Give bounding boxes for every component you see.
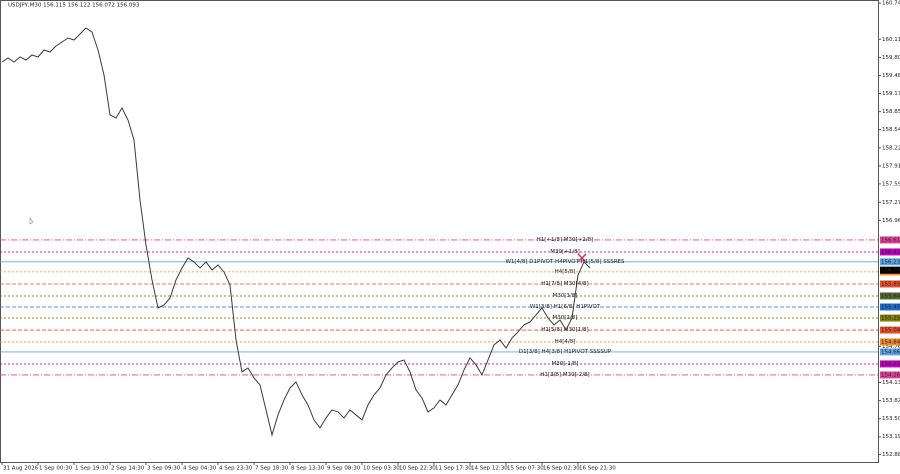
y-tick-label: 158.540 bbox=[882, 127, 900, 133]
price-tag-label: 155.258 bbox=[881, 316, 900, 322]
price-tag-label: 154.459 bbox=[881, 361, 900, 367]
level-label: W1[4/8] D1PIVOT H4PIVOT H1[5/8] SSSRES bbox=[505, 259, 625, 265]
cursor bbox=[29, 217, 34, 225]
level-label: M30[3/8] bbox=[553, 293, 578, 299]
price-tag bbox=[880, 338, 900, 346]
price-tag bbox=[880, 326, 900, 334]
y-tick-label: 156.960 bbox=[882, 218, 900, 224]
price-line bbox=[1, 27, 591, 437]
level-label: H1[3/8] M30[-2/8] bbox=[540, 372, 589, 378]
x-tick-label: 16 Sep 02:30 bbox=[543, 466, 580, 472]
y-tick-label: 157.275 bbox=[882, 200, 900, 206]
y-tick-label: 159.170 bbox=[882, 91, 900, 97]
price-tag bbox=[880, 258, 900, 266]
price-tag bbox=[880, 248, 900, 256]
chart-title: USDJPY,M30 156.115 156.122 156.072 156.0… bbox=[8, 3, 140, 9]
level-label: D1[3/8] H4[3/8] H1PIVOT SSSSUP bbox=[519, 349, 612, 355]
x-tick-label: 1 Sep 00:30 bbox=[39, 466, 73, 472]
price-tag-label: 155.451 bbox=[881, 304, 900, 310]
last-price-label: 156.093 bbox=[881, 268, 900, 274]
price-tag bbox=[880, 303, 900, 311]
x-tick-label: 2 Sep 14:30 bbox=[111, 466, 145, 472]
level-label: H1[7/8] M30[4/8] bbox=[541, 281, 588, 287]
level-label: M30[+1/8] bbox=[550, 249, 580, 255]
x-tick-label: 31 Aug 2026 bbox=[3, 466, 39, 472]
y-tick-label: 152.880 bbox=[882, 452, 900, 458]
price-tag bbox=[880, 360, 900, 368]
x-tick-label: 7 Sep 18:30 bbox=[255, 466, 289, 472]
y-tick-label: 160.115 bbox=[882, 37, 900, 43]
price-tag-label: 154.267 bbox=[881, 372, 900, 378]
level-label: H1[+1/8] M30[+2/8] bbox=[537, 237, 594, 243]
price-tag bbox=[880, 236, 900, 244]
price-tag-label: 155.049 bbox=[881, 328, 900, 334]
x-tick-label: 4 Sep 23:30 bbox=[219, 466, 253, 472]
y-tick-label: 159.800 bbox=[882, 55, 900, 61]
y-tick-label: 157.910 bbox=[882, 163, 900, 169]
level-label: H4[5/8] bbox=[555, 269, 576, 275]
y-tick-label: 158.225 bbox=[882, 145, 900, 151]
x-tick-label: 8 Sep 13:30 bbox=[291, 466, 325, 472]
level-label: M30[2/8] bbox=[553, 315, 578, 321]
x-tick-label: 3 Sep 09:30 bbox=[147, 466, 181, 472]
price-tag bbox=[880, 314, 900, 322]
x-tick-label: 15 Sep 07:30 bbox=[507, 466, 544, 472]
y-tick-label: 154.135 bbox=[882, 380, 900, 386]
x-tick-label: 10 Sep 03:30 bbox=[363, 466, 400, 472]
price-tag bbox=[880, 280, 900, 288]
price-tag-label: 154.842 bbox=[881, 339, 900, 345]
y-tick-label: 154.765 bbox=[882, 344, 900, 350]
plot-frame bbox=[0, 0, 879, 463]
x-tick-label: 1 Sep 19:30 bbox=[75, 466, 109, 472]
level-label: H1[5/8] M30[1/8] bbox=[541, 327, 588, 333]
y-tick-label: 153.505 bbox=[882, 416, 900, 422]
y-tick-label: 153.190 bbox=[882, 434, 900, 440]
y-tick-label: 159.485 bbox=[882, 73, 900, 79]
y-tick-label: 158.855 bbox=[882, 109, 900, 115]
x-tick-label: 9 Sep 08:30 bbox=[327, 466, 361, 472]
close-marker bbox=[577, 253, 587, 263]
price-tag bbox=[880, 292, 900, 300]
price-tag-label: 155.643 bbox=[881, 293, 900, 299]
x-tick-label: 10 Sep 22:30 bbox=[399, 466, 436, 472]
price-tag bbox=[880, 371, 900, 379]
level-label: M30[-1/8] bbox=[552, 361, 579, 367]
y-tick-label: 153.820 bbox=[882, 398, 900, 404]
level-label: W1[3/8] H1[6/8] H1PIVOT bbox=[530, 304, 601, 310]
last-price-tag bbox=[880, 266, 900, 274]
price-tag bbox=[880, 348, 900, 356]
x-tick-label: 14 Sep 12:30 bbox=[471, 466, 508, 472]
price-tag-label: 156.41 bbox=[881, 249, 900, 255]
y-tick-label: 160.745 bbox=[882, 1, 900, 7]
x-tick-label: 4 Sep 04:30 bbox=[183, 466, 217, 472]
y-tick-label: 157.595 bbox=[882, 181, 900, 187]
price-tag-label: 154.668 bbox=[881, 349, 900, 355]
price-tag-label: 156.619 bbox=[881, 237, 900, 243]
x-tick-label: 16 Sep 21:30 bbox=[579, 466, 616, 472]
x-tick-label: 11 Sep 17:30 bbox=[435, 466, 472, 472]
price-tag-label: 156.238 bbox=[881, 259, 900, 265]
level-label: H4[4/8] bbox=[555, 339, 576, 345]
price-tag-label: 155.852 bbox=[881, 281, 900, 287]
